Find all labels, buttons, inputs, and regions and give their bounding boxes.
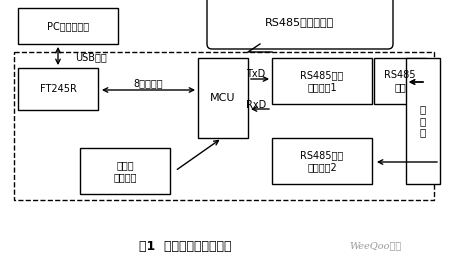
- Text: 采
集
器: 采 集 器: [420, 104, 426, 138]
- Text: 图1  信号模拟器总体框图: 图1 信号模拟器总体框图: [139, 239, 231, 253]
- Text: RS485电平
转换电路1: RS485电平 转换电路1: [301, 70, 344, 92]
- Bar: [14, 52, 434, 200]
- Text: PC机应用程序: PC机应用程序: [47, 21, 89, 31]
- Text: USB信号: USB信号: [75, 52, 107, 62]
- Text: 单片机
复位芯片: 单片机 复位芯片: [113, 160, 137, 182]
- Text: RS485
电平: RS485 电平: [384, 70, 416, 92]
- Bar: [18, 8, 118, 44]
- FancyBboxPatch shape: [207, 0, 393, 49]
- Bar: [18, 68, 98, 110]
- Bar: [406, 58, 440, 184]
- Text: RS485电平
转换电路2: RS485电平 转换电路2: [301, 150, 344, 172]
- Text: FT245R: FT245R: [40, 84, 76, 94]
- Text: WeeQoo维库: WeeQoo维库: [349, 241, 401, 250]
- Bar: [374, 58, 426, 104]
- Text: MCU: MCU: [210, 93, 236, 103]
- Bar: [272, 58, 372, 104]
- Bar: [198, 58, 248, 138]
- Text: 8位并行口: 8位并行口: [133, 78, 163, 88]
- Bar: [272, 138, 372, 184]
- Text: TxD: TxD: [247, 69, 266, 79]
- Text: RxD: RxD: [246, 100, 266, 110]
- Text: RS485信号模拟器: RS485信号模拟器: [266, 17, 335, 27]
- Bar: [80, 148, 170, 194]
